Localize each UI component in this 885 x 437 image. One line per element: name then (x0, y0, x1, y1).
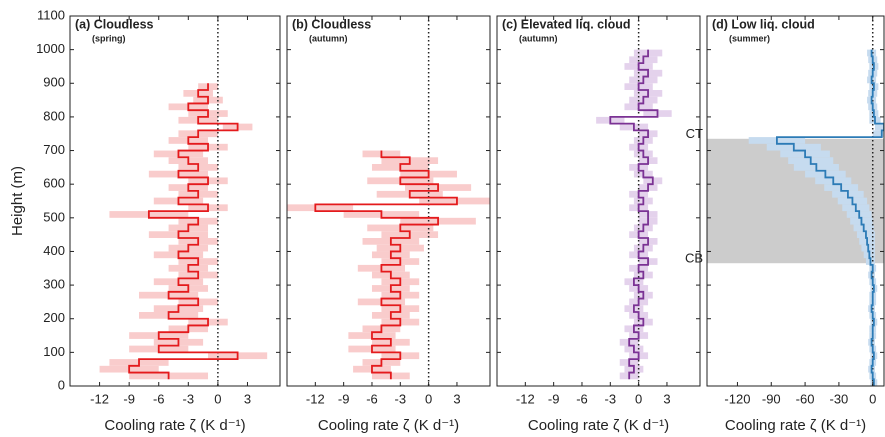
panel-title: (a) Cloudless (75, 17, 154, 31)
panel-title: (d) Low liq. cloud (712, 17, 815, 31)
x-tick-label: -6 (153, 391, 165, 406)
x-axis-label: Cooling rate ζ (K d⁻¹) (528, 417, 669, 434)
y-tick-label: 1100 (37, 7, 65, 22)
panel-frame (496, 15, 701, 387)
x-tick-label: -3 (395, 391, 407, 406)
y-axis-label: Height (m) (9, 166, 26, 236)
panel-frame (69, 15, 281, 387)
uncertainty-band (874, 123, 884, 131)
x-axis-label: Cooling rate ζ (K d⁻¹) (104, 417, 245, 434)
y-tick-label: 600 (43, 176, 65, 191)
y-tick-label: 400 (43, 243, 65, 258)
y-tick-label: 200 (43, 310, 65, 325)
x-tick-label: 0 (635, 391, 642, 406)
x-tick-label: -6 (366, 391, 378, 406)
uncertainty-band (872, 130, 884, 138)
x-tick-label: 3 (453, 391, 460, 406)
x-tick-label: -3 (605, 391, 617, 406)
x-tick-label: -12 (90, 391, 109, 406)
panel-title: (c) Elevated liq. cloud (502, 17, 631, 31)
x-tick-label: -6 (576, 391, 588, 406)
y-tick-label: 1000 (36, 41, 65, 56)
y-tick-label: 0 (58, 377, 65, 392)
panel-subtitle: (autumn) (309, 33, 348, 43)
cooling-rate-profile (609, 49, 659, 380)
panel-subtitle: (spring) (92, 33, 126, 43)
x-tick-label: -60 (796, 391, 815, 406)
panel-subtitle: (summer) (729, 33, 770, 43)
y-tick-label: 800 (43, 108, 65, 123)
y-tick-label: 300 (43, 277, 65, 292)
cooling-rate-profile (128, 83, 239, 380)
cooling-rate-profile (314, 150, 458, 380)
x-tick-label: 3 (244, 391, 251, 406)
x-tick-label: 3 (663, 391, 670, 406)
x-tick-label: -30 (830, 391, 849, 406)
y-tick-label: 100 (43, 344, 65, 359)
uncertainty-band (287, 204, 354, 212)
x-tick-label: -90 (762, 391, 781, 406)
y-tick-label: 500 (43, 209, 65, 224)
uncertainty-band (419, 197, 490, 205)
x-tick-label: 0 (869, 391, 876, 406)
annotation: CB (685, 251, 703, 266)
x-tick-label: -12 (306, 391, 325, 406)
y-tick-label: 900 (43, 75, 65, 90)
x-tick-label: -9 (338, 391, 350, 406)
panel-frame (706, 15, 885, 387)
x-tick-label: -9 (548, 391, 560, 406)
cooling-rate-profile (775, 49, 884, 386)
panel-subtitle: (autumn) (519, 33, 558, 43)
panel-frame (286, 15, 491, 387)
x-axis-label: Cooling rate ζ (K d⁻¹) (725, 417, 866, 434)
x-tick-label: -120 (724, 391, 750, 406)
panel-title: (b) Cloudless (292, 17, 371, 31)
x-tick-label: -12 (516, 391, 535, 406)
x-tick-label: 0 (425, 391, 432, 406)
annotation: CT (686, 126, 703, 141)
x-tick-label: -3 (183, 391, 195, 406)
x-axis-label: Cooling rate ζ (K d⁻¹) (318, 417, 459, 434)
y-tick-label: 700 (43, 142, 65, 157)
x-tick-label: 0 (214, 391, 221, 406)
x-tick-label: -9 (123, 391, 135, 406)
